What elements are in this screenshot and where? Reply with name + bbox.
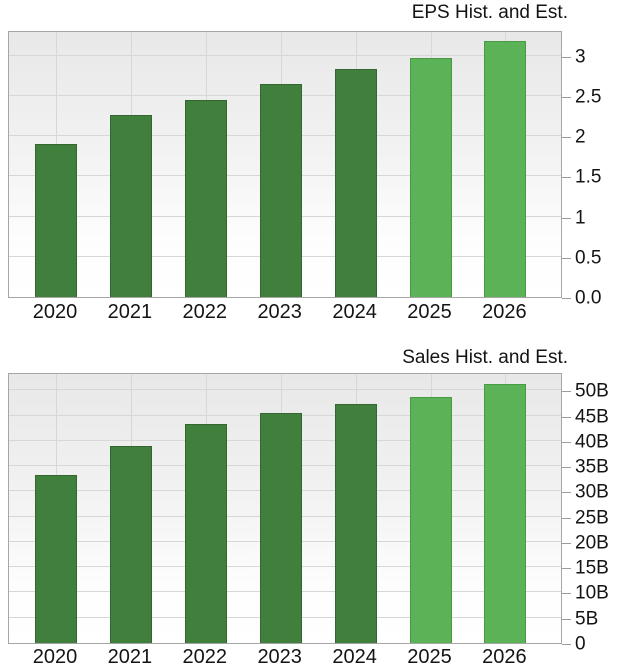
sales-plot-area [8,373,562,644]
y-axis-tick-label: 30B [575,481,609,503]
y-axis-tick [562,257,571,259]
y-axis-tick-label: 1 [575,207,586,229]
x-axis-label-2023: 2023 [257,646,302,668]
bar-2022-historical [184,423,227,643]
bar-2026-estimate [484,383,527,643]
y-axis-tick [562,96,571,98]
y-axis-tick [562,217,571,219]
y-axis-tick [562,137,571,139]
y-axis-tick-label: 15B [575,557,609,579]
x-axis-label-2021: 2021 [107,301,153,323]
y-axis-tick [562,56,571,58]
y-axis-tick [562,298,571,299]
x-axis-label-2025: 2025 [407,646,452,668]
y-axis-tick-label: 40B [575,431,609,453]
x-axis-label-2020: 2020 [32,646,78,668]
y-axis-tick [562,568,571,570]
y-axis-tick [562,618,571,620]
sales-chart-title: Sales Hist. and Est. [402,347,568,368]
y-axis-tick [562,177,571,179]
y-axis-tick [562,441,571,443]
y-axis-tick [562,492,571,494]
gridline-horizontal [9,389,561,391]
x-axis-label-2026: 2026 [482,301,527,323]
bar-2021-historical [109,446,152,643]
bar-2025-estimate [409,396,452,643]
y-axis-tick-label: 0 [575,633,586,655]
y-axis-tick [562,467,571,468]
y-axis-tick [562,644,571,645]
y-axis-tick [562,391,571,393]
y-axis-tick [562,542,571,544]
x-axis-label-2024: 2024 [332,301,377,323]
x-axis-label-2023: 2023 [257,301,302,323]
bar-2026-estimate [484,40,527,297]
y-axis-tick-label: 50B [575,380,609,402]
bar-2023-historical [259,413,302,643]
y-axis-tick-label: 25B [575,507,609,529]
bar-2020-historical [35,144,77,297]
bar-2020-historical [35,475,77,643]
x-axis-label-2024: 2024 [332,646,377,668]
y-axis-tick-label: 1.5 [575,166,602,188]
y-axis-tick-label: 2.5 [575,86,602,108]
y-axis-tick-label: 10B [575,582,609,604]
x-axis-label-2020: 2020 [32,301,78,323]
y-axis-tick [562,517,571,519]
bar-2021-historical [109,115,152,297]
bar-2023-historical [259,83,302,297]
eps-plot-area [8,31,562,298]
y-axis-tick-label: 0.5 [575,247,602,269]
x-axis-label-2025: 2025 [407,301,452,323]
y-axis-tick-label: 3 [575,46,586,68]
y-axis-tick-label: 35B [575,456,609,478]
y-axis-tick [562,593,571,595]
x-axis-label-2022: 2022 [182,301,228,323]
y-axis-tick-label: 45B [575,406,609,427]
bar-2024-historical [334,404,377,643]
x-axis-label-2026: 2026 [482,646,527,668]
sales-history-estimates-chart: Sales Hist. and Est. 0 5B 10B 15B 20B 25B 30B 3… [0,336,620,672]
y-axis-tick [562,416,571,418]
bar-2022-historical [184,100,227,297]
x-axis-label-2021: 2021 [107,646,153,668]
eps-chart-title: EPS Hist. and Est. [411,2,568,23]
y-axis-tick-label: 20B [575,532,609,554]
x-axis-label-2022: 2022 [182,646,228,668]
bar-2025-estimate [409,58,452,297]
y-axis-tick-label: 0.0 [575,287,602,309]
y-axis-tick-label: 5B [575,608,599,630]
y-axis-tick-label: 2 [575,126,586,148]
eps-history-estimates-chart: EPS Hist. and Est. 0.0 0.5 1 1.5 2 2.5 3 2020 20… [8,2,602,323]
gridline-horizontal [9,54,561,56]
bar-2024-historical [334,68,377,297]
